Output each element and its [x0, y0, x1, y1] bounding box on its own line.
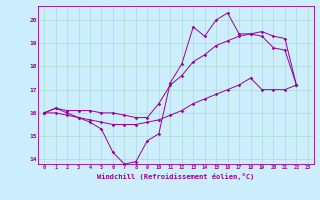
X-axis label: Windchill (Refroidissement éolien,°C): Windchill (Refroidissement éolien,°C) [97, 173, 255, 180]
